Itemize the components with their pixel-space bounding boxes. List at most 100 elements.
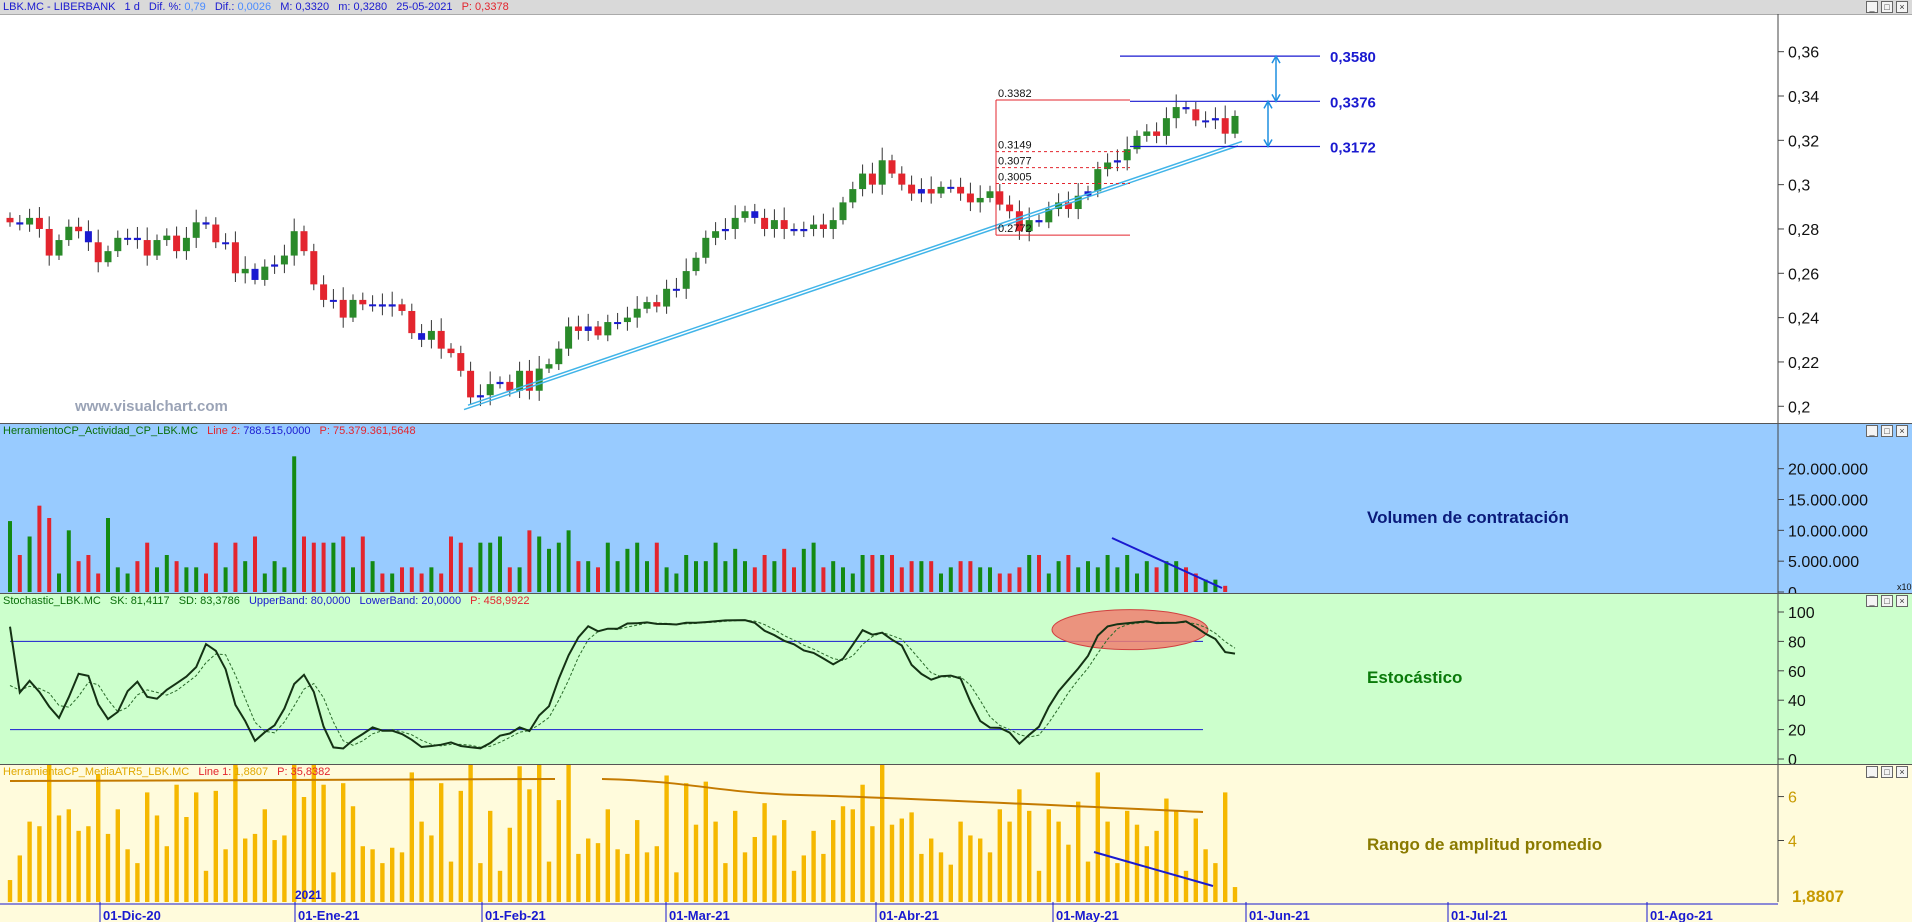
volume-bar [772, 561, 777, 592]
candle-body [280, 255, 288, 265]
candle-body [682, 271, 690, 289]
atr-bar [752, 836, 757, 902]
volume-bar [1115, 567, 1120, 592]
volume-bar [762, 555, 767, 592]
atr-chart: 6 4 1,8807 2021 01-Dic-20 01-Ene-21 01-Feb-21 0… [0, 765, 1844, 922]
restore-button[interactable]: □ [1881, 595, 1893, 607]
atr-bar [243, 838, 248, 902]
atr-bar [850, 809, 855, 902]
candle-body [1211, 118, 1219, 121]
volume-bar [204, 573, 208, 592]
atr-bar [615, 849, 620, 902]
atr-bar [301, 797, 307, 902]
atr-trend-line [1093, 851, 1214, 887]
x-axis-label: 01-Ago-21 [1650, 908, 1713, 922]
atr-p-label: P: 35,8382 [277, 766, 330, 778]
candle-body [643, 302, 651, 309]
price-chart: 0,36 0,34 0,32 0,3 0,28 0,26 0,24 0,22 0,2 0.3382… [6, 14, 1819, 423]
volume-bar [449, 536, 453, 592]
atr-bar [654, 846, 659, 902]
volume-panel[interactable]: 20.000.000 15.000.000 10.000.000 5.000.000 0… [0, 424, 1912, 594]
atr-bar [1144, 846, 1149, 902]
volume-indicator-name: HerramientoCP_Actividad_CP_LBK.MC [3, 425, 199, 437]
minimize-button[interactable]: _ [1866, 766, 1878, 778]
atr-bar [86, 826, 91, 902]
atr-bar [821, 853, 826, 902]
atr-bar [184, 816, 189, 902]
candle-body [75, 226, 83, 232]
volume-bar [262, 573, 267, 592]
atr-bar [17, 855, 22, 902]
atr-average-line [601, 778, 1204, 813]
stochastic-panel[interactable]: 100 80 60 40 20 0 Stochastic_LBK.MC SK: 81,41… [0, 594, 1912, 765]
restore-button[interactable]: □ [1881, 425, 1893, 437]
volume-axis-label: 15.000.000 [1788, 493, 1868, 510]
stochastic-window-controls: _ □ × [1866, 595, 1908, 607]
close-button[interactable]: × [1896, 425, 1908, 437]
candle-body [476, 395, 484, 398]
atr-bar [37, 826, 42, 902]
atr-bar [742, 852, 748, 902]
atr-panel[interactable]: 6 4 1,8807 2021 01-Dic-20 01-Ene-21 01-Feb-21 0… [0, 765, 1912, 922]
atr-bar [517, 766, 522, 902]
price-panel[interactable]: LBK.MC - LIBERBANK 1 d Dif. %: 0,79 Dif.… [0, 0, 1912, 424]
volume-bar [694, 561, 698, 592]
volume-bar [1184, 567, 1188, 592]
atr-bar [360, 846, 365, 902]
atr-bar [1213, 863, 1218, 902]
price-axis-label: 0,32 [1788, 133, 1819, 150]
candle-body [1055, 202, 1063, 210]
volume-bar [302, 536, 306, 592]
candle-body [604, 322, 612, 336]
restore-button[interactable]: □ [1881, 1, 1893, 13]
atr-bar [105, 833, 111, 902]
volume-bar [478, 542, 483, 592]
atr-bar [684, 783, 689, 902]
atr-bar [1174, 810, 1179, 902]
atr-bar [194, 792, 199, 902]
candle-body [996, 191, 1004, 205]
restore-button[interactable]: □ [1881, 766, 1893, 778]
atr-bar [419, 821, 424, 902]
volume-bar [370, 561, 375, 592]
close-button[interactable]: × [1896, 766, 1908, 778]
volume-bar [458, 542, 463, 592]
candle-body [898, 173, 906, 185]
atr-bar [546, 861, 552, 902]
stochastic-lower-label: LowerBand: 20,0000 [360, 595, 462, 607]
volume-bar [8, 521, 12, 592]
atr-bar [164, 846, 169, 902]
candle-body [741, 211, 749, 218]
candle-body [623, 317, 631, 323]
volume-bar [958, 561, 963, 592]
atr-window-controls: _ □ × [1866, 766, 1908, 778]
minimize-button[interactable]: _ [1866, 595, 1878, 607]
volume-bar [674, 573, 679, 592]
atr-bar [135, 863, 140, 902]
candle-body [868, 173, 876, 185]
candle-body [516, 370, 524, 391]
close-button[interactable]: × [1896, 595, 1908, 607]
candle-body [45, 228, 53, 256]
volume-bar [96, 573, 101, 592]
volume-bar [968, 561, 973, 592]
atr-bar [321, 784, 326, 902]
volume-bar [860, 555, 865, 592]
trend-line [463, 145, 1239, 411]
x-axis-label: 01-May-21 [1056, 908, 1119, 922]
minimize-button[interactable]: _ [1866, 425, 1878, 437]
atr-bar [1017, 789, 1022, 902]
projection-arrowhead [1263, 139, 1273, 149]
projection-arrowhead [1271, 93, 1281, 103]
close-button[interactable]: × [1896, 1, 1908, 13]
candle-body [829, 220, 837, 229]
price-panel-header: LBK.MC - LIBERBANK 1 d Dif. %: 0,79 Dif.… [0, 0, 1912, 15]
candle-body [212, 224, 220, 243]
volume-bar [233, 542, 238, 592]
minimize-button[interactable]: _ [1866, 1, 1878, 13]
atr-bar [1232, 887, 1238, 902]
candle-body [555, 348, 563, 365]
projection-arrowhead [1263, 99, 1273, 109]
atr-bar [791, 870, 797, 902]
atr-axis-label: 6 [1788, 790, 1797, 807]
